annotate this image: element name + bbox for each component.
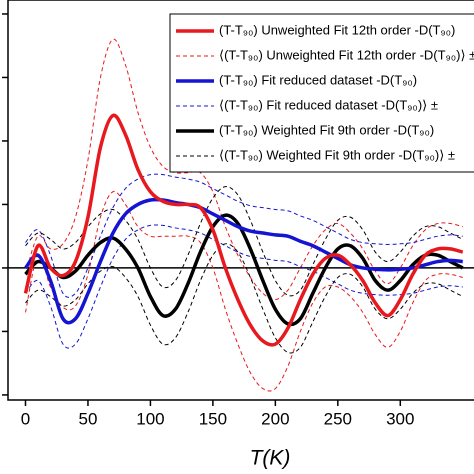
x-tick-label: 50 xyxy=(78,409,97,428)
series-line xyxy=(24,197,463,325)
x-tick-label: 150 xyxy=(199,409,227,428)
series-line xyxy=(24,213,464,327)
legend-label: (T-T₉₀) Fit reduced dataset -D(T₉₀) xyxy=(219,72,417,87)
band-line xyxy=(25,243,463,354)
legend: (T-T₉₀) Unweighted Fit 12th order -D(T₉₀… xyxy=(169,13,474,173)
band-line xyxy=(25,173,463,298)
x-tick-label: 250 xyxy=(324,409,352,428)
legend-label: (T-T₉₀) Weighted Fit 9th order -D(T₉₀) xyxy=(219,122,434,137)
band-line xyxy=(25,38,463,301)
x-axis-label: T(K) xyxy=(250,447,291,470)
plot-frame xyxy=(7,0,474,401)
x-tick-label: 300 xyxy=(386,409,414,428)
legend-box xyxy=(169,13,474,173)
x-tick-label: 100 xyxy=(136,409,164,428)
band-line xyxy=(25,224,463,349)
series-line xyxy=(23,113,464,347)
x-tick-label: 0 xyxy=(21,409,30,428)
x-tick-label: 200 xyxy=(261,409,289,428)
band-line xyxy=(25,186,463,297)
legend-label: ⟨(T-T₉₀) Weighted Fit 9th order -D(T₉₀)⟩… xyxy=(219,147,455,162)
band-line xyxy=(25,190,463,392)
legend-label: ⟨(T-T₉₀) Fit reduced dataset -D(T₉₀)⟩ ± xyxy=(219,97,438,112)
legend-label: ⟨(T-T₉₀) Unweighted Fit 12th order -D(T₉… xyxy=(219,47,474,62)
legend-label: (T-T₉₀) Unweighted Fit 12th order -D(T₉₀… xyxy=(219,22,455,37)
